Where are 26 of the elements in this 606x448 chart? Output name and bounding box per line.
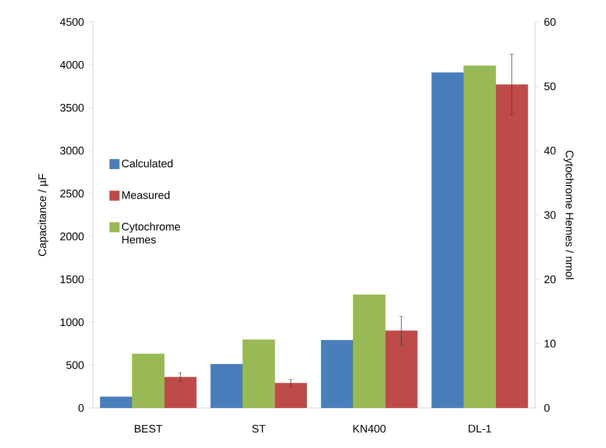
y-tick-label: 3500: [60, 104, 84, 112]
legend-label: Calculated: [122, 159, 173, 168]
y-tick-label: 4000: [60, 61, 84, 69]
y-tick-label: 1500: [60, 275, 84, 284]
x-tick-label: ST: [252, 424, 266, 433]
y-tick-label: 2500: [60, 190, 84, 198]
y-tick-label: 4500: [60, 18, 84, 26]
y2-tick-label: 30: [544, 211, 556, 219]
y2-tick-label: 10: [544, 340, 556, 348]
y-tick-label: 500: [66, 361, 84, 369]
x-tick-label: KN400: [353, 424, 386, 433]
legend-label: Measured: [122, 190, 170, 199]
y2-axis-title: Cytochrome Hemes / nmol: [564, 150, 574, 280]
x-tick-label: DL-1: [468, 424, 492, 432]
y-axis-title: Capacitance / µF: [38, 174, 48, 256]
y2-tick-label: 20: [544, 275, 556, 284]
y-tick-label: 2000: [60, 232, 84, 240]
y-tick-label: 0: [78, 404, 84, 412]
y-tick-label: 1000: [60, 318, 84, 326]
y-tick-label: 3000: [60, 146, 84, 155]
legend-label: Cytochrome Hemes: [122, 222, 180, 244]
y2-tick-label: 0: [544, 404, 550, 412]
x-tick-label: BEST: [134, 424, 162, 433]
y2-tick-label: 50: [544, 82, 556, 90]
y2-tick-label: 40: [544, 146, 556, 155]
y2-tick-label: 60: [544, 18, 556, 26]
